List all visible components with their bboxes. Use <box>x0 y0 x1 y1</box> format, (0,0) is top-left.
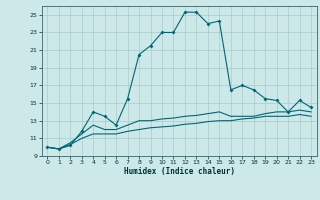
X-axis label: Humidex (Indice chaleur): Humidex (Indice chaleur) <box>124 167 235 176</box>
